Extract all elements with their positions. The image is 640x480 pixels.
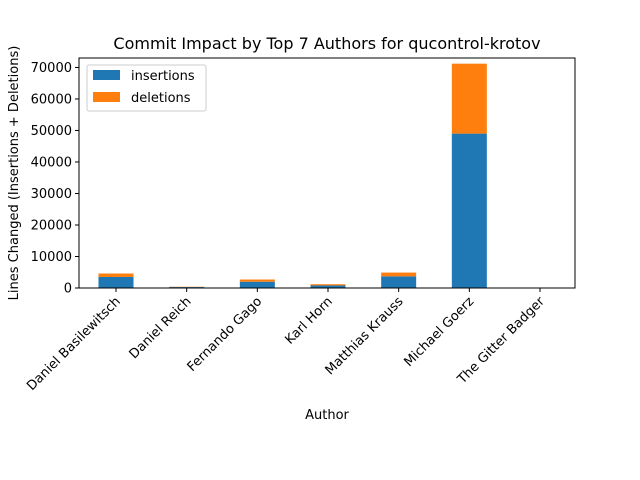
- bar-insertions-2: [239, 281, 275, 288]
- x-axis: Daniel Basilewitsch Daniel ReichFernando …: [24, 288, 548, 394]
- y-tick-label-3: 30000: [31, 187, 72, 202]
- bar-deletions-5: [451, 63, 487, 134]
- x-tick-label-5: Michael Goerz: [401, 294, 477, 370]
- chart-title: Commit Impact by Top 7 Authors for qucon…: [113, 34, 540, 53]
- bars-group: [98, 63, 558, 288]
- bar-deletions-3: [310, 284, 346, 286]
- legend-swatch-insertions: [93, 70, 120, 80]
- y-tick-label-7: 70000: [31, 61, 72, 76]
- bar-deletions-0: [98, 273, 134, 277]
- x-axis-label: Author: [305, 408, 349, 423]
- legend-swatch-deletions: [93, 92, 120, 102]
- y-tick-label-2: 20000: [31, 218, 72, 233]
- y-tick-label-1: 10000: [31, 250, 72, 265]
- y-axis-label: Lines Changed (Insertions + Deletions): [7, 46, 22, 301]
- bar-insertions-0: [98, 276, 134, 288]
- x-tick-label-1: Daniel Reich: [127, 294, 195, 362]
- y-tick-label-6: 60000: [31, 92, 72, 107]
- x-tick-label-0: Daniel Basilewitsch: [24, 294, 124, 394]
- bar-deletions-4: [381, 272, 417, 277]
- plot-frame: [78, 57, 576, 289]
- bar-deletions-2: [239, 279, 275, 282]
- legend-label-deletions: deletions: [131, 91, 191, 106]
- bar-insertions-5: [451, 133, 487, 288]
- legend: insertions deletions: [86, 64, 207, 112]
- bar-insertions-4: [381, 276, 417, 288]
- y-tick-label-5: 50000: [31, 124, 72, 139]
- y-tick-label-0: 0: [64, 282, 72, 297]
- legend-label-insertions: insertions: [131, 69, 195, 84]
- bar-insertions-3: [310, 285, 346, 288]
- y-axis: 0 10000 20000 30000 40000 50000 60000 70000: [31, 61, 79, 297]
- x-tick-label-2: Fernando Gago: [185, 294, 266, 375]
- x-tick-label-4: Matthias Krauss: [323, 294, 407, 378]
- x-tick-label-3: Karl Horn: [282, 294, 335, 347]
- y-tick-label-4: 40000: [31, 155, 72, 170]
